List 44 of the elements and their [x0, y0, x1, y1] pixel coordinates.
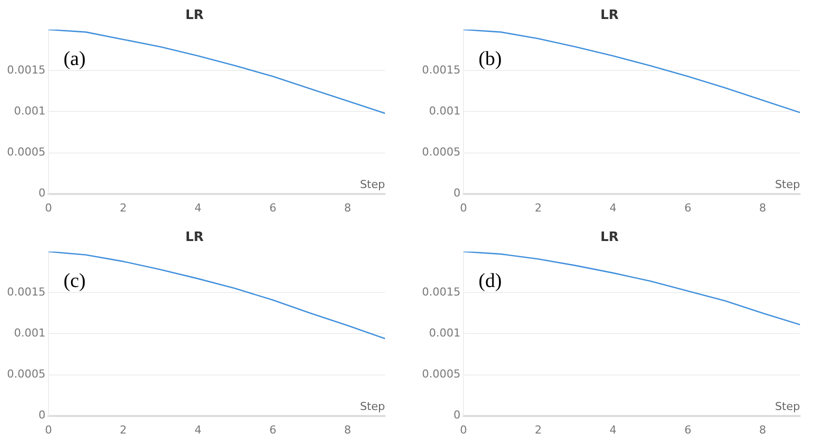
x-tick-label: 2: [120, 201, 127, 214]
x-axis-title: Step: [774, 400, 800, 414]
x-tick-label: 6: [684, 423, 692, 436]
x-tick-label: 4: [194, 201, 202, 214]
x-tick-label: 8: [759, 423, 766, 436]
y-tick-label: 0.0005: [6, 146, 46, 159]
y-tick-label: 0: [453, 186, 460, 200]
x-tick-label: 6: [269, 423, 276, 436]
y-tick-label: 0.001: [428, 326, 460, 340]
y-tick-label: 0: [38, 408, 46, 422]
x-tick-label: 6: [269, 201, 276, 214]
x-tick-label: 4: [610, 201, 617, 214]
x-tick-label: 2: [120, 423, 127, 436]
y-tick-label: 0.0015: [422, 286, 460, 299]
y-tick-label: 0.001: [428, 104, 460, 118]
x-tick-label: 8: [344, 423, 352, 436]
x-tick-label: 8: [759, 201, 766, 214]
x-axis-title: Step: [774, 178, 800, 192]
x-tick-label: 2: [534, 201, 542, 214]
chart-title: LR: [600, 230, 619, 246]
y-tick-label: 0.001: [14, 104, 46, 118]
x-axis-title: Step: [360, 400, 386, 414]
y-tick-label: 0.0015: [422, 64, 460, 77]
y-tick-label: 0.001: [14, 326, 46, 340]
annotation: (a): [63, 48, 86, 70]
y-tick-label: 0: [453, 408, 460, 422]
x-tick-label: 4: [610, 423, 617, 436]
x-axis-title: Step: [360, 178, 386, 192]
annotation: (b): [478, 48, 502, 70]
x-tick-label: 8: [344, 201, 352, 214]
x-tick-label: 6: [684, 201, 692, 214]
annotation: (c): [63, 270, 86, 292]
y-tick-label: 0.0005: [6, 368, 46, 381]
x-tick-label: 2: [534, 423, 542, 436]
annotation: (d): [478, 270, 502, 292]
y-tick-label: 0.0015: [6, 286, 46, 299]
y-tick-label: 0.0005: [422, 146, 460, 159]
chart-title: LR: [185, 8, 204, 24]
x-tick-label: 4: [194, 423, 202, 436]
chart-title: LR: [185, 230, 204, 246]
y-tick-label: 0.0015: [6, 64, 46, 77]
chart-title: LR: [600, 8, 619, 24]
y-tick-label: 0: [38, 186, 46, 200]
y-tick-label: 0.0005: [422, 368, 460, 381]
